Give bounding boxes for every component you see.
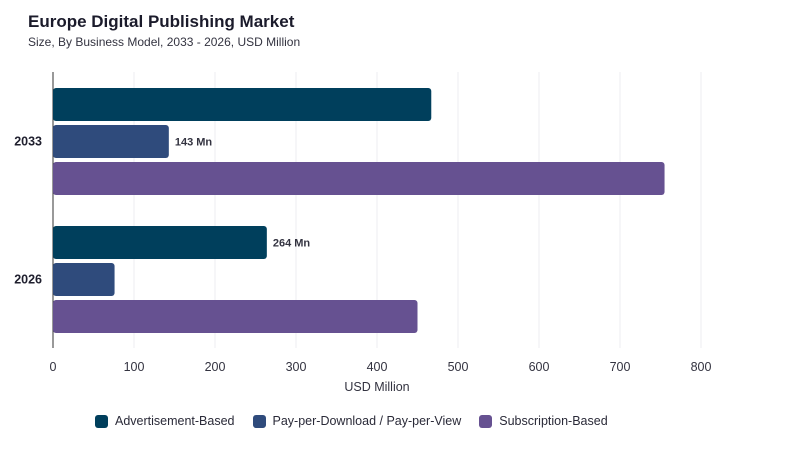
bar — [53, 300, 418, 333]
data-label: 143 Mn — [175, 137, 213, 149]
bar — [53, 263, 115, 296]
x-tick-label: 800 — [691, 360, 712, 374]
data-label: 264 Mn — [273, 238, 311, 250]
legend-item: Advertisement-Based — [95, 414, 235, 428]
legend-item: Pay-per-Download / Pay-per-View — [252, 414, 462, 428]
x-tick-label: 700 — [610, 360, 631, 374]
x-axis-label: USD Million — [344, 380, 409, 394]
legend-label: Pay-per-Download / Pay-per-View — [272, 414, 462, 428]
x-tick-label: 200 — [205, 360, 226, 374]
legend: Advertisement-Based Pay-per-Download / Pa… — [95, 414, 608, 428]
bar — [53, 125, 169, 158]
legend-label: Advertisement-Based — [115, 414, 235, 428]
x-tick-label: 500 — [448, 360, 469, 374]
chart-title: Europe Digital Publishing Market — [28, 12, 295, 31]
legend-swatch — [479, 414, 493, 428]
x-tick-label: 400 — [367, 360, 388, 374]
bar — [53, 88, 432, 121]
bar — [53, 162, 665, 195]
x-tick-label: 300 — [286, 360, 307, 374]
chart-subtitle: Size, By Business Model, 2033 - 2026, US… — [28, 35, 301, 49]
bar — [53, 226, 267, 259]
legend-swatch — [95, 414, 108, 428]
legend-swatch — [252, 414, 266, 428]
y-category-label: 2026 — [14, 273, 42, 287]
x-tick-label: 100 — [124, 360, 145, 374]
x-tick-label: 0 — [50, 360, 57, 374]
legend-label: Subscription-Based — [499, 414, 608, 428]
x-tick-label: 600 — [529, 360, 550, 374]
y-category-label: 2033 — [14, 135, 42, 149]
legend-item: Subscription-Based — [479, 414, 608, 428]
